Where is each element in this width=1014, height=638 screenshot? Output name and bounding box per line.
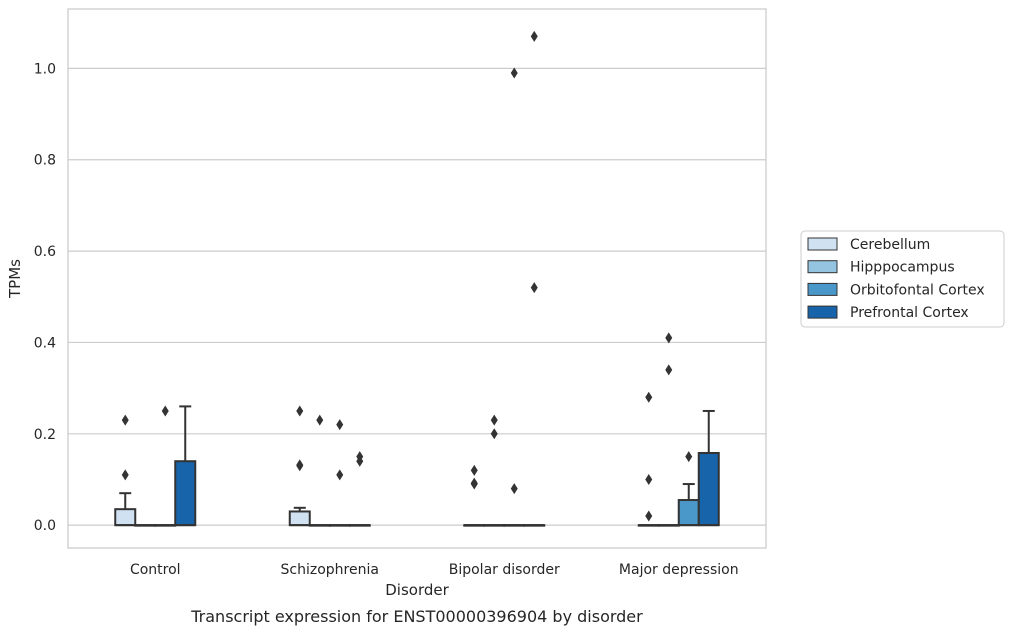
outlier-point (296, 459, 304, 471)
x-tick-label: Bipolar disorder (449, 562, 560, 578)
y-axis-label: TPMs (6, 259, 24, 299)
legend-swatch (807, 260, 838, 274)
outlier-point (645, 510, 653, 522)
outlier-point (530, 30, 538, 42)
box-group (523, 30, 546, 527)
legend-label: Prefrontal Cortex (850, 305, 969, 321)
outlier-point (490, 428, 498, 440)
outlier-point (470, 464, 478, 476)
y-tick-label: 0.6 (34, 244, 56, 260)
outlier-point (336, 469, 344, 481)
box (114, 508, 137, 527)
box-group (154, 405, 177, 527)
box-group (328, 419, 351, 527)
legend-label: Cerebellum (850, 237, 930, 253)
legend-label: Hipppocampus (850, 260, 955, 276)
box (677, 499, 700, 527)
box (174, 460, 197, 527)
box-group (174, 405, 197, 527)
box-group (637, 391, 660, 527)
outlier-point (470, 477, 478, 489)
box-group (348, 451, 371, 527)
outlier-point (510, 67, 518, 79)
outlier-point (121, 469, 129, 481)
y-tick-label: 0.8 (34, 153, 56, 169)
outlier-point (490, 414, 498, 426)
box-group (134, 524, 157, 527)
outlier-point (530, 282, 538, 294)
legend-label: Orbitofontal Cortex (850, 282, 985, 298)
outlier-point (665, 364, 673, 376)
x-tick-label: Major depression (619, 562, 739, 578)
y-tick-label: 0.0 (34, 518, 56, 534)
box-group (463, 464, 486, 527)
box-group (288, 405, 311, 527)
outlier-point (296, 405, 304, 417)
outlier-point (121, 414, 129, 426)
box-group (697, 409, 720, 527)
chart-caption: Transcript expression for ENST0000039690… (190, 607, 643, 626)
box-group (308, 414, 331, 527)
box-group (503, 67, 526, 527)
outlier-point (316, 414, 324, 426)
outlier-point (645, 391, 653, 403)
x-tick-layer: Control Schizophrenia Bipolar disorder Majo… (130, 562, 739, 578)
grid-layer (68, 67, 766, 526)
plot-frame (67, 8, 767, 549)
outlier-point (510, 483, 518, 495)
box-group (114, 414, 137, 527)
outlier-point (336, 419, 344, 431)
box-group (677, 451, 700, 527)
legend-swatch (807, 282, 838, 296)
x-tick-label: Schizophrenia (281, 562, 379, 578)
y-tick-label: 0.2 (34, 427, 56, 443)
outlier-point (645, 473, 653, 485)
y-tick-layer: 0.0 0.2 0.4 0.6 0.8 1.0 (34, 61, 56, 534)
box-group (657, 332, 680, 527)
x-tick-label: Control (130, 562, 181, 578)
box-group (483, 414, 506, 527)
legend: Cerebellum Hipppocampus Orbitofontal Corte… (800, 230, 1005, 328)
legend-frame (800, 230, 1005, 328)
outlier-point (685, 451, 693, 463)
box (697, 451, 720, 527)
x-axis-label: Disorder (385, 581, 449, 599)
outlier-point (356, 451, 364, 463)
legend-swatch (807, 305, 838, 319)
box-layer (114, 30, 720, 527)
box (288, 510, 311, 527)
y-tick-label: 0.4 (34, 335, 56, 351)
outlier-point (161, 405, 169, 417)
legend-swatch (807, 237, 838, 251)
outlier-point (665, 332, 673, 344)
y-tick-label: 1.0 (34, 61, 56, 77)
